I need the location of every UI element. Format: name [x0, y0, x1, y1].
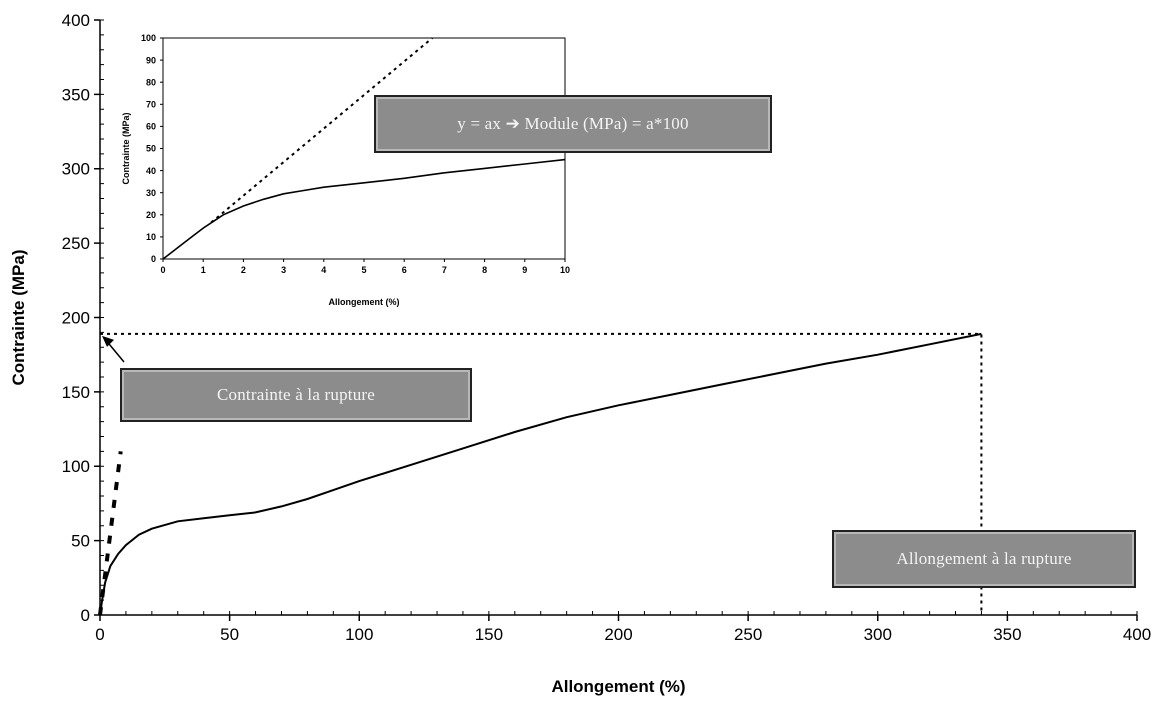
inset-y-axis-label: Contrainte (MPa): [121, 112, 131, 184]
inset-x-tick-label: 7: [442, 265, 447, 275]
x-tick-label: 150: [475, 625, 503, 644]
x-tick-label: 250: [734, 625, 762, 644]
inset-x-tick-label: 1: [201, 265, 206, 275]
inset-x-tick-label: 5: [361, 265, 366, 275]
inset-x-tick-label: 3: [281, 265, 286, 275]
arrow-head: [102, 335, 114, 347]
y-tick-label: 400: [62, 11, 90, 30]
callout-modulus-formula-text: y = ax ➔ Module (MPa) = a*100: [457, 114, 689, 133]
inset-series-line-solid: [162, 158, 566, 260]
y-tick-label: 100: [62, 457, 90, 476]
x-tick-label: 50: [220, 625, 239, 644]
series-line-dashed: [98, 451, 123, 616]
inset-series-line-dotted: [210, 37, 433, 224]
arrow-stress-at-break: [102, 335, 125, 363]
inset-x-tick-label: 9: [522, 265, 527, 275]
inset-y-tick-label: 20: [146, 210, 156, 220]
inset-x-tick-label: 6: [402, 265, 407, 275]
inset-y-tick-label: 10: [146, 232, 156, 242]
y-tick-label: 300: [62, 160, 90, 179]
y-tick-label: 250: [62, 234, 90, 253]
inset-y-tick-label: 0: [151, 254, 156, 264]
y-tick-label: 350: [62, 85, 90, 104]
inset-x-tick-label: 0: [160, 265, 165, 275]
callout-modulus-formula: y = ax ➔ Module (MPa) = a*100: [374, 95, 772, 153]
inset-x-tick-label: 2: [241, 265, 246, 275]
inset-y-tick-label: 100: [141, 33, 156, 43]
x-tick-label: 100: [345, 625, 373, 644]
inset-y-tick-label: 50: [146, 144, 156, 154]
x-tick-label: 350: [993, 625, 1021, 644]
y-axis-label: Contrainte (MPa): [9, 250, 28, 386]
inset-y-tick-label: 40: [146, 166, 156, 176]
inset-y-tick-label: 80: [146, 77, 156, 87]
x-axis-label: Allongement (%): [551, 677, 685, 696]
inset-x-axis-label: Allongement (%): [329, 297, 400, 307]
callout-stress-at-break: Contrainte à la rupture: [120, 368, 472, 422]
inset-x-tick-label: 10: [560, 265, 570, 275]
y-tick-label: 200: [62, 308, 90, 327]
inset-x-tick-label: 8: [482, 265, 487, 275]
x-tick-label: 300: [864, 625, 892, 644]
inset-plot: 0 10 20 30 40 50 60 70 80 90 100 0 1 2 3 4 5 6 7 8 9 10 Allong…: [121, 33, 570, 307]
callout-elongation-at-break: Allongement à la rupture: [832, 530, 1136, 588]
x-tick-label: 200: [604, 625, 632, 644]
callout-elongation-at-break-text: Allongement à la rupture: [896, 549, 1072, 568]
callout-stress-at-break-text: Contrainte à la rupture: [216, 385, 375, 404]
series-line-solid: [99, 332, 982, 616]
x-tick-label: 400: [1123, 625, 1151, 644]
y-tick-label: 0: [81, 606, 90, 625]
inset-y-tick-label: 30: [146, 188, 156, 198]
inset-x-tick-label: 4: [321, 265, 326, 275]
y-tick-label: 150: [62, 383, 90, 402]
inset-y-tick-label: 60: [146, 122, 156, 132]
inset-y-tick-label: 70: [146, 99, 156, 109]
inset-y-tick-label: 90: [146, 55, 156, 65]
x-tick-label: 0: [95, 625, 104, 644]
y-tick-label: 50: [71, 532, 90, 551]
